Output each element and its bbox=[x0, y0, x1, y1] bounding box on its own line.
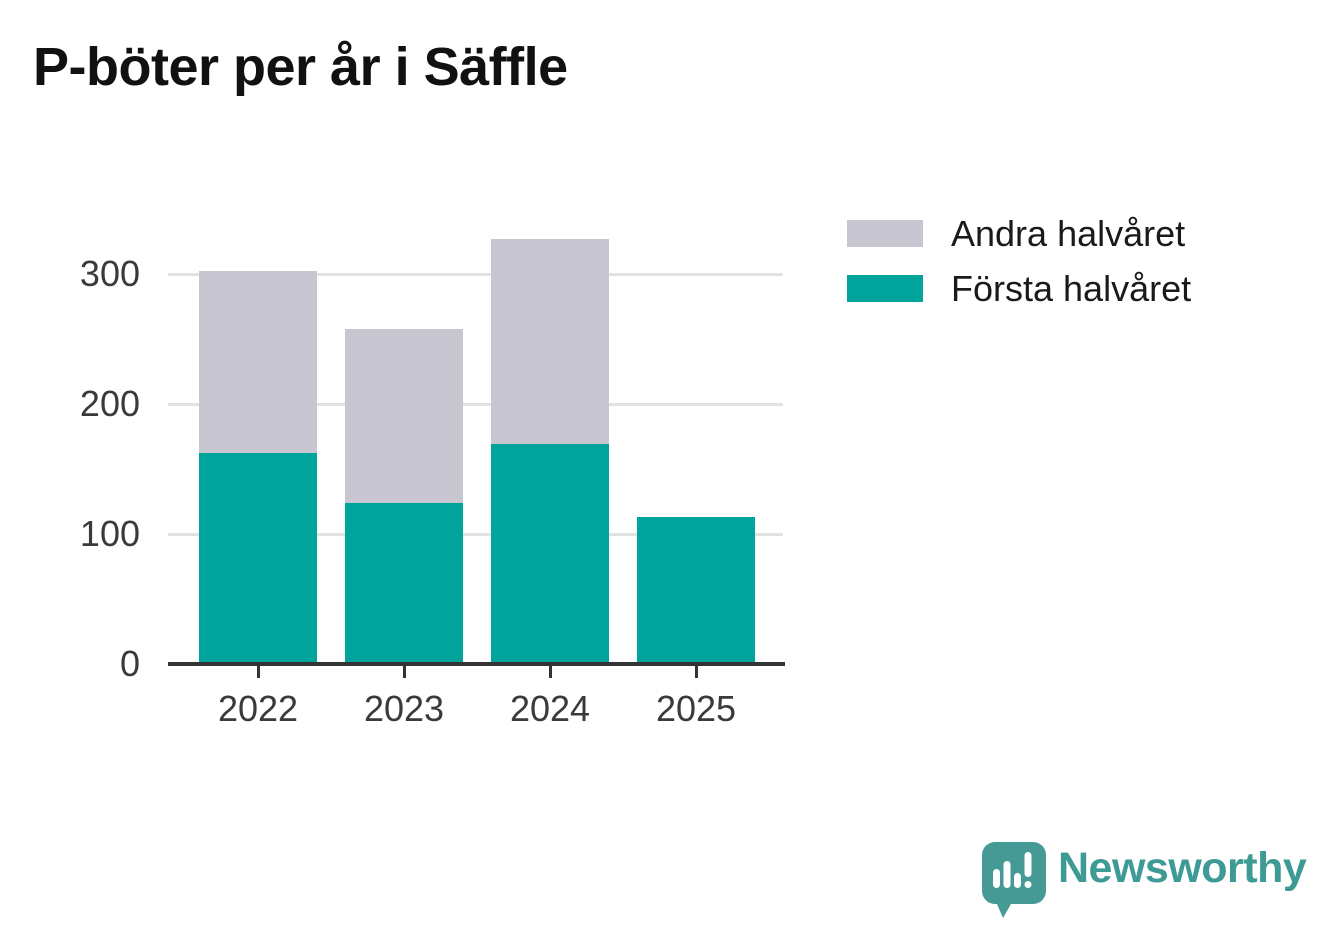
bar-chart-speech-bubble-icon bbox=[982, 842, 1046, 918]
x-axis-tick-2025 bbox=[694, 666, 698, 678]
legend-item-andra-halvaret: Andra halvåret bbox=[847, 213, 1191, 254]
gray-swatch-icon bbox=[847, 220, 923, 247]
bar-segment-forsta-halvaret-2023 bbox=[345, 502, 463, 664]
y-tick-label-100: 100 bbox=[79, 513, 140, 554]
bar-segment-andra-halvaret-2023 bbox=[345, 328, 463, 503]
legend: Andra halvåret Första halvåret bbox=[847, 213, 1191, 323]
x-axis-tick-2024 bbox=[548, 666, 552, 678]
bar-segment-forsta-halvaret-2022 bbox=[199, 453, 317, 664]
legend-label-andra-halvaret: Andra halvåret bbox=[951, 212, 1186, 254]
legend-label-forsta-halvaret: Första halvåret bbox=[951, 267, 1192, 309]
bar-segment-andra-halvaret-2022 bbox=[199, 271, 317, 454]
y-tick-label-0: 0 bbox=[119, 643, 140, 684]
x-tick-label-2024: 2024 bbox=[509, 688, 591, 729]
y-tick-label-200: 200 bbox=[79, 383, 140, 424]
gridline-200 bbox=[168, 402, 783, 406]
teal-swatch-icon bbox=[847, 275, 923, 302]
y-tick-label-300: 300 bbox=[79, 253, 140, 294]
gridline-100 bbox=[168, 532, 783, 536]
x-axis-line bbox=[168, 661, 785, 666]
newsworthy-logo: Newsworthy bbox=[982, 842, 1307, 920]
x-axis-tick-2023 bbox=[402, 666, 406, 678]
newsworthy-logo-text: Newsworthy bbox=[1058, 844, 1307, 892]
bar-segment-andra-halvaret-2024 bbox=[491, 238, 609, 445]
x-tick-label-2022: 2022 bbox=[217, 688, 299, 729]
legend-item-forsta-halvaret: Första halvåret bbox=[847, 268, 1191, 309]
x-tick-label-2025: 2025 bbox=[655, 688, 737, 729]
x-axis-tick-2022 bbox=[256, 666, 260, 678]
x-tick-label-2023: 2023 bbox=[363, 688, 445, 729]
bar-segment-forsta-halvaret-2024 bbox=[491, 444, 609, 664]
gridline-300 bbox=[168, 272, 783, 276]
chart-title: P-böter per år i Säffle bbox=[33, 37, 568, 97]
bar-segment-forsta-halvaret-2025 bbox=[637, 517, 755, 664]
